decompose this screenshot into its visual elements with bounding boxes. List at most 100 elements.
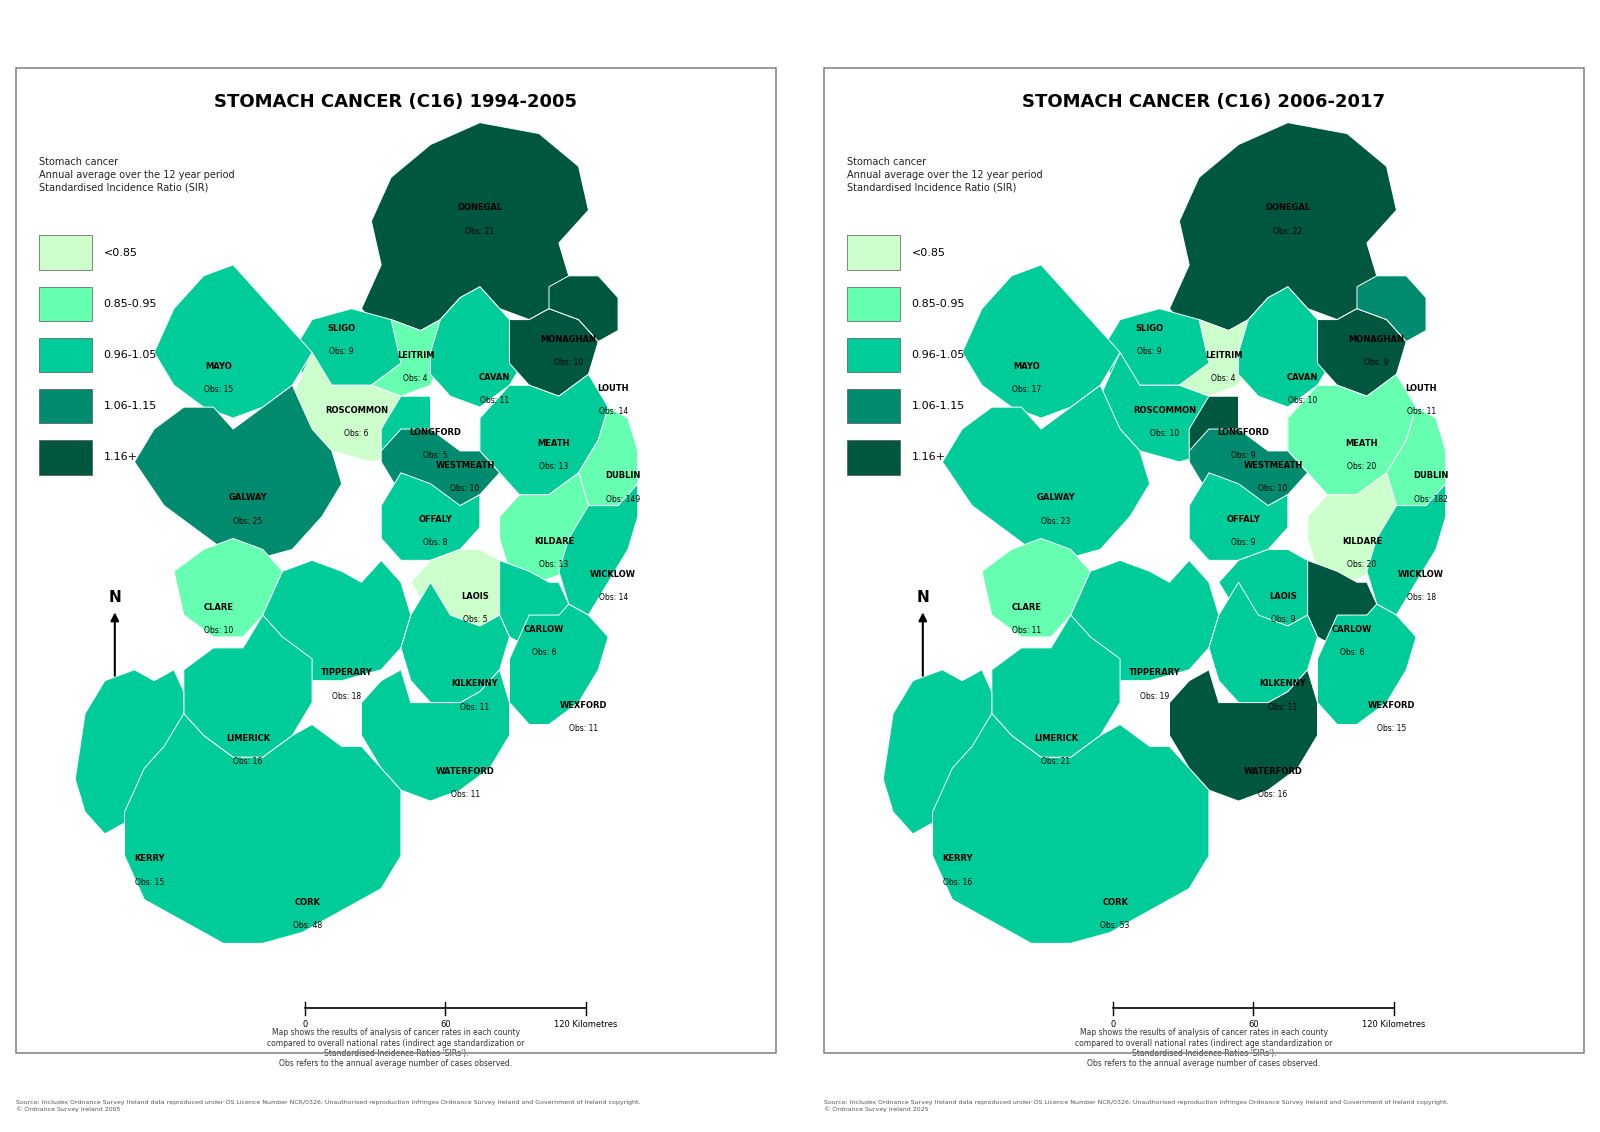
Text: STOMACH CANCER (C16) 1994-2005: STOMACH CANCER (C16) 1994-2005 — [214, 93, 578, 111]
Polygon shape — [982, 539, 1091, 637]
Text: CORK: CORK — [1102, 898, 1128, 907]
Text: Obs: 16: Obs: 16 — [234, 757, 262, 766]
Text: 1.16+: 1.16+ — [104, 453, 138, 463]
Text: Obs: 48: Obs: 48 — [293, 921, 322, 931]
Polygon shape — [134, 385, 342, 560]
Text: MEATH: MEATH — [538, 438, 570, 447]
Text: LONGFORD: LONGFORD — [410, 428, 461, 437]
Text: WATERFORD: WATERFORD — [1243, 766, 1302, 775]
Text: KERRY: KERRY — [134, 855, 165, 864]
Text: <0.85: <0.85 — [104, 248, 138, 258]
Text: KILDARE: KILDARE — [534, 537, 574, 546]
Text: N: N — [109, 590, 122, 604]
Text: N: N — [917, 590, 930, 604]
Polygon shape — [154, 265, 312, 418]
Text: 0.96-1.05: 0.96-1.05 — [912, 350, 965, 360]
Text: Obs: 53: Obs: 53 — [1101, 921, 1130, 931]
Text: CAVAN: CAVAN — [478, 372, 510, 381]
Text: Obs: 8: Obs: 8 — [424, 539, 448, 548]
Text: Obs: 9: Obs: 9 — [1232, 539, 1256, 548]
Polygon shape — [883, 670, 992, 834]
Text: STOMACH CANCER (C16) 2006-2017: STOMACH CANCER (C16) 2006-2017 — [1022, 93, 1386, 111]
Text: Obs: 9: Obs: 9 — [1138, 346, 1162, 355]
Polygon shape — [75, 670, 184, 834]
Text: ROSCOMMON: ROSCOMMON — [325, 405, 389, 414]
Text: Obs: 13: Obs: 13 — [539, 462, 568, 471]
Text: MONAGHAN: MONAGHAN — [541, 335, 597, 344]
Text: 120 Kilometres: 120 Kilometres — [1362, 1020, 1426, 1029]
Polygon shape — [125, 713, 402, 943]
Text: TIPPERARY: TIPPERARY — [320, 668, 373, 677]
Polygon shape — [1317, 309, 1406, 396]
Polygon shape — [1238, 286, 1338, 408]
Polygon shape — [402, 582, 509, 703]
Text: Obs: 18: Obs: 18 — [333, 692, 362, 701]
Polygon shape — [293, 309, 421, 385]
Polygon shape — [1170, 670, 1317, 801]
Text: Obs: 6: Obs: 6 — [531, 648, 557, 657]
Text: KERRY: KERRY — [942, 855, 973, 864]
Text: Obs: 10: Obs: 10 — [203, 626, 234, 635]
Text: LAOIS: LAOIS — [461, 592, 490, 601]
Text: Obs: 10: Obs: 10 — [1150, 429, 1179, 438]
Polygon shape — [411, 549, 509, 626]
Text: Obs: 9: Obs: 9 — [1270, 615, 1296, 624]
Text: Obs: 20: Obs: 20 — [1347, 560, 1376, 569]
Polygon shape — [1307, 473, 1397, 582]
Text: 0: 0 — [1110, 1020, 1115, 1029]
Text: ROSCOMMON: ROSCOMMON — [1133, 405, 1197, 414]
Text: CLARE: CLARE — [1011, 602, 1042, 611]
Polygon shape — [381, 473, 480, 560]
Text: KILDARE: KILDARE — [1342, 537, 1382, 546]
Polygon shape — [293, 352, 430, 462]
Polygon shape — [549, 276, 618, 342]
Text: Obs: 22: Obs: 22 — [1274, 226, 1302, 235]
Text: Source: Includes Ordnance Survey Ireland data reproduced under OS Licence Number: Source: Includes Ordnance Survey Ireland… — [16, 1100, 640, 1112]
Text: 1.06-1.15: 1.06-1.15 — [104, 401, 157, 411]
Text: Obs: 9: Obs: 9 — [1232, 451, 1256, 460]
Polygon shape — [509, 604, 608, 724]
Text: Obs: 23: Obs: 23 — [1042, 516, 1070, 525]
Text: CARLOW: CARLOW — [523, 625, 565, 634]
Text: 0.85-0.95: 0.85-0.95 — [912, 299, 965, 309]
Text: OFFALY: OFFALY — [1227, 515, 1261, 524]
Text: WESTMEATH: WESTMEATH — [1243, 461, 1302, 470]
Polygon shape — [1288, 375, 1416, 495]
Bar — [846, 235, 899, 269]
Polygon shape — [942, 385, 1150, 560]
Text: SLIGO: SLIGO — [1136, 324, 1163, 333]
Text: Obs: 4: Obs: 4 — [403, 375, 427, 384]
Text: Obs: 149: Obs: 149 — [606, 495, 640, 504]
Text: WESTMEATH: WESTMEATH — [435, 461, 494, 470]
Text: Obs: 10: Obs: 10 — [451, 483, 480, 492]
Bar — [38, 337, 93, 372]
Text: Obs: 11: Obs: 11 — [1011, 626, 1042, 635]
Text: GALWAY: GALWAY — [1037, 494, 1075, 503]
Text: WICKLOW: WICKLOW — [590, 569, 637, 578]
Text: CLARE: CLARE — [203, 602, 234, 611]
Text: MONAGHAN: MONAGHAN — [1349, 335, 1405, 344]
Polygon shape — [362, 122, 589, 331]
Text: Obs: 15: Obs: 15 — [1378, 724, 1406, 734]
Text: LEITRIM: LEITRIM — [397, 351, 435, 360]
Text: MEATH: MEATH — [1346, 438, 1378, 447]
Bar — [38, 235, 93, 269]
Polygon shape — [962, 265, 1120, 418]
Polygon shape — [579, 408, 638, 506]
Text: Obs: 6: Obs: 6 — [344, 429, 368, 438]
Text: KILKENNY: KILKENNY — [1259, 679, 1306, 688]
Polygon shape — [1189, 429, 1307, 506]
Polygon shape — [1179, 298, 1269, 396]
Text: Obs: 15: Obs: 15 — [134, 877, 163, 886]
Text: MAYO: MAYO — [205, 362, 232, 371]
Polygon shape — [381, 396, 461, 483]
Text: DUBLIN: DUBLIN — [605, 471, 640, 480]
Polygon shape — [371, 298, 461, 396]
Text: SLIGO: SLIGO — [328, 324, 355, 333]
Text: DONEGAL: DONEGAL — [458, 204, 502, 213]
Polygon shape — [1317, 604, 1416, 724]
Text: Obs: 14: Obs: 14 — [598, 593, 627, 602]
Text: Obs: 11: Obs: 11 — [480, 396, 509, 405]
Text: LOUTH: LOUTH — [1405, 384, 1437, 393]
Text: Obs: 25: Obs: 25 — [234, 516, 262, 525]
